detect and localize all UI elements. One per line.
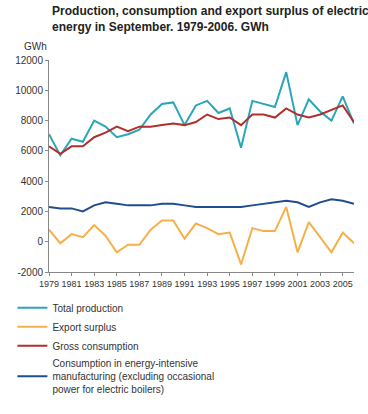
svg-text:Gross consumption: Gross consumption [52,341,138,352]
svg-text:6000: 6000 [21,145,44,156]
svg-text:1991: 1991 [175,279,195,289]
svg-text:0: 0 [37,236,43,247]
svg-text:Consumption in energy-intensiv: Consumption in energy-intensivemanufactu… [52,358,214,395]
svg-text:1981: 1981 [62,279,82,289]
svg-text:2005: 2005 [333,279,353,289]
svg-text:1979: 1979 [39,279,59,289]
svg-text:GWh: GWh [24,41,47,52]
svg-text:1993: 1993 [197,279,217,289]
svg-text:2001: 2001 [288,279,308,289]
svg-text:1985: 1985 [107,279,127,289]
svg-text:2003: 2003 [310,279,330,289]
svg-text:Export surplus: Export surplus [52,322,116,333]
svg-text:1989: 1989 [152,279,172,289]
svg-text:1997: 1997 [242,279,262,289]
svg-text:12000: 12000 [15,55,43,66]
svg-text:2000: 2000 [21,206,44,217]
svg-text:1995: 1995 [220,279,240,289]
svg-text:1987: 1987 [129,279,149,289]
svg-text:1983: 1983 [84,279,104,289]
svg-text:10000: 10000 [15,85,43,96]
svg-text:8000: 8000 [21,115,44,126]
svg-text:Total production: Total production [52,303,123,314]
svg-text:1999: 1999 [265,279,285,289]
svg-text:-2000: -2000 [17,267,43,278]
svg-text:Production, consumption and ex: Production, consumption and export surpl… [52,4,368,34]
svg-text:4000: 4000 [21,176,44,187]
